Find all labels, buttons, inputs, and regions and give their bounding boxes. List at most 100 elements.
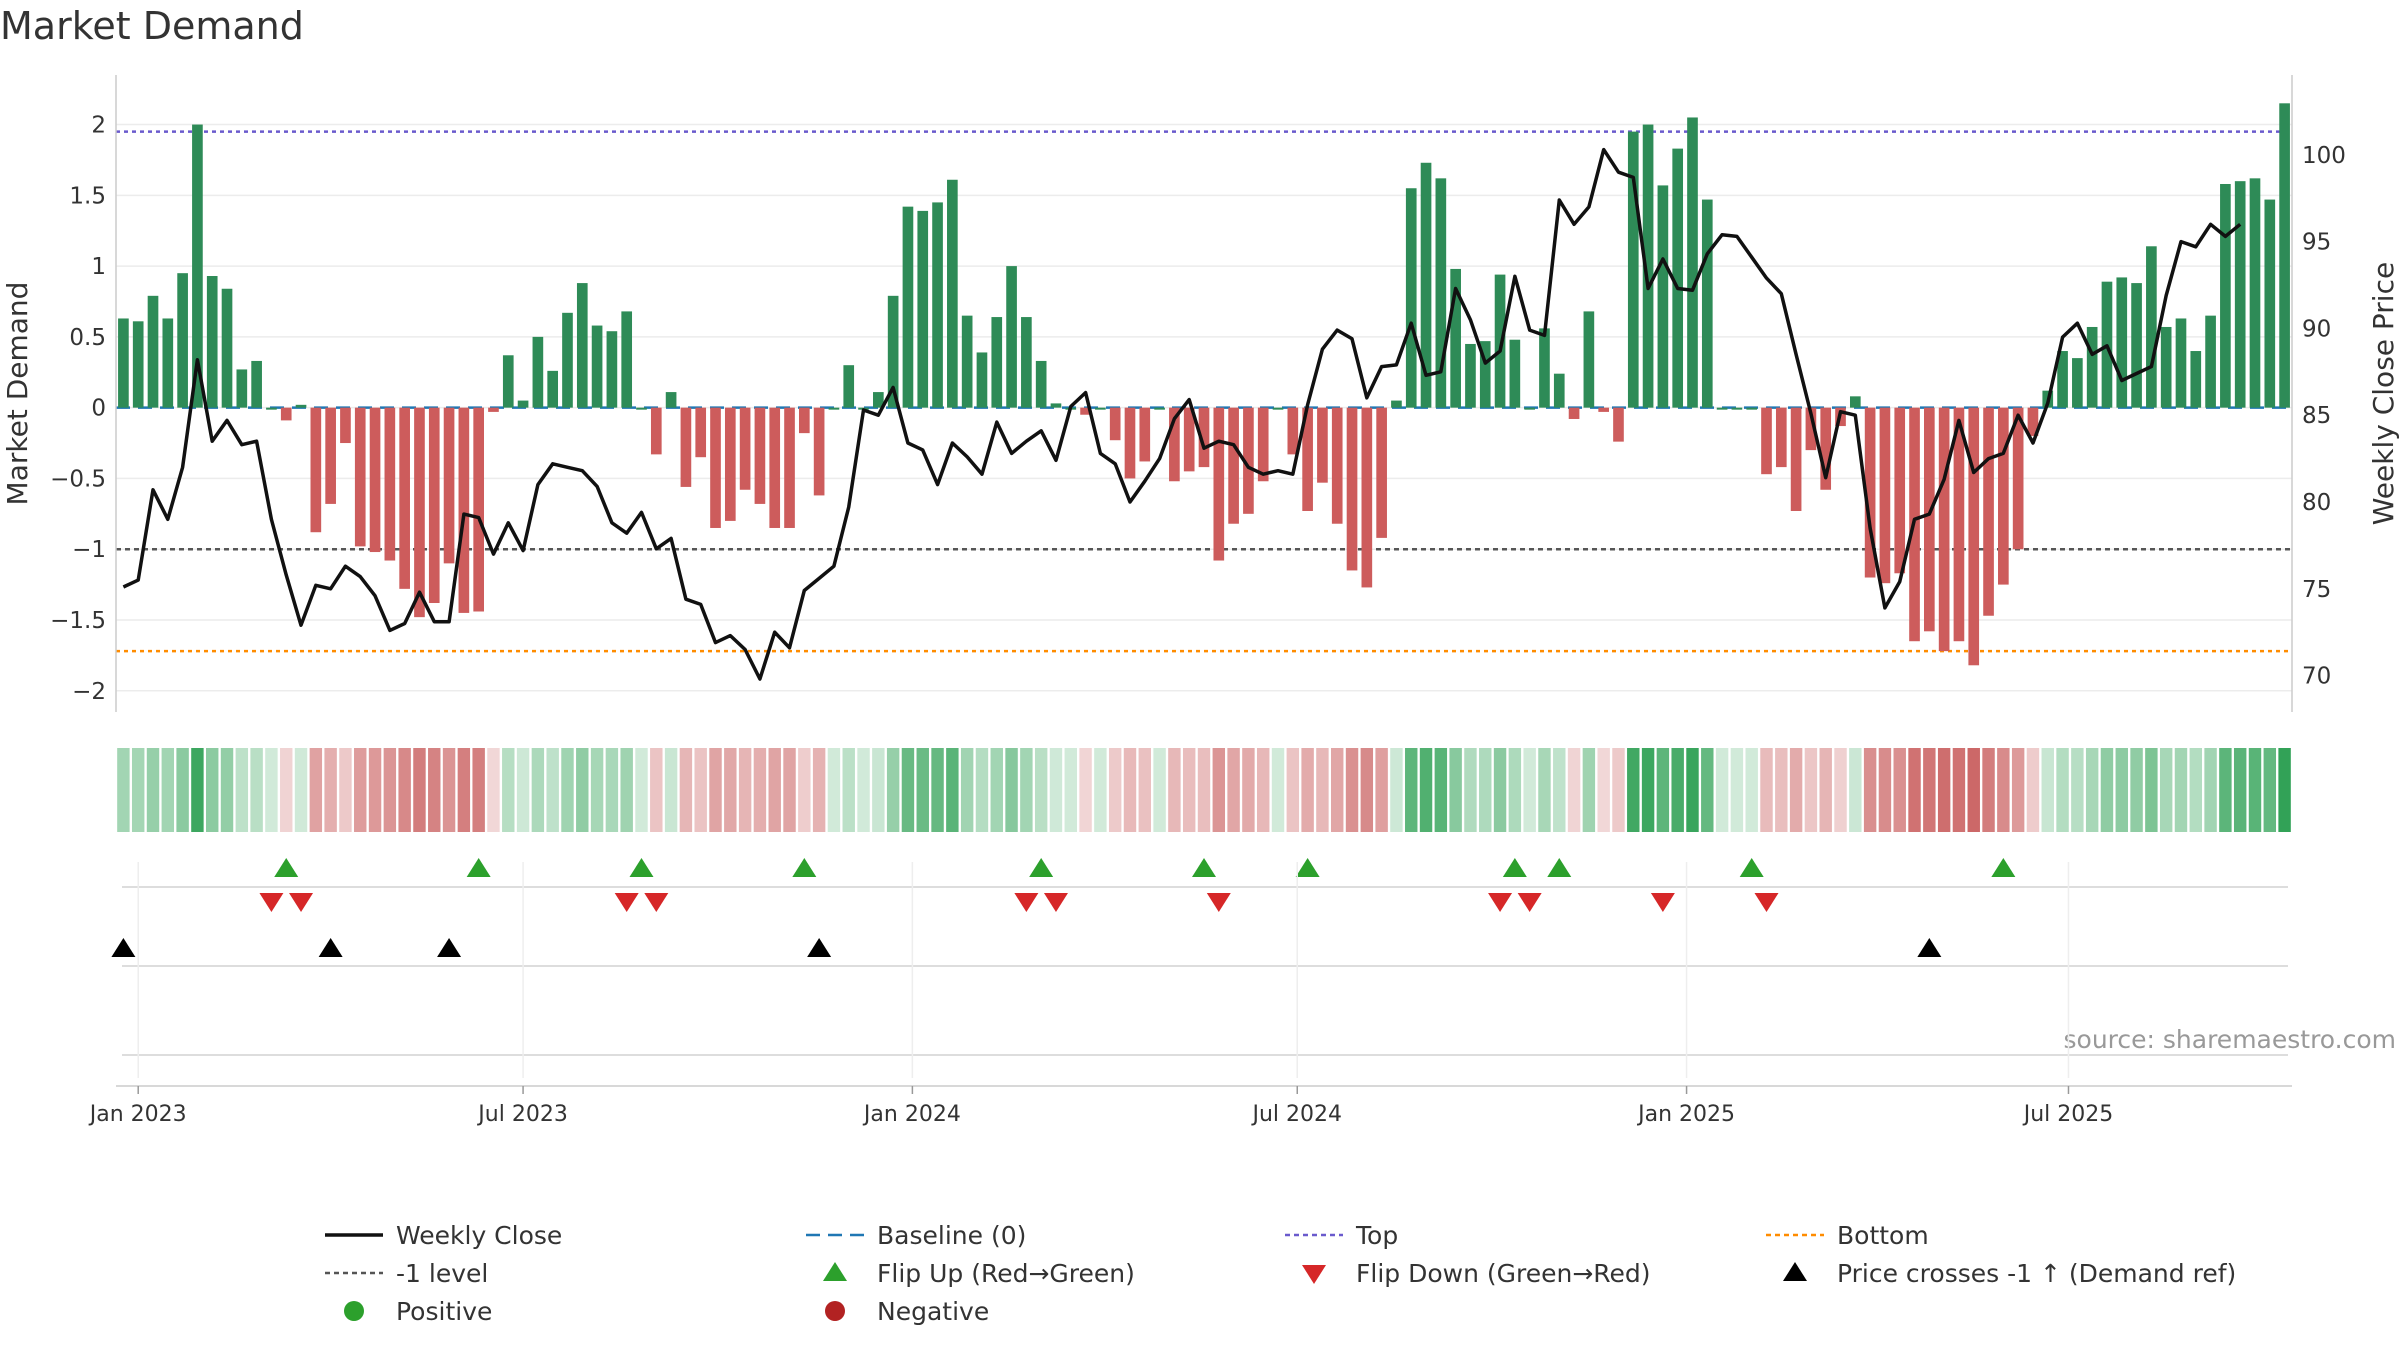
demand-bar [177,273,188,408]
demand-bar [2146,246,2157,408]
demand-bar [754,407,766,504]
legend-swatch-triangle-up [823,1262,847,1281]
demand-bar [887,295,899,408]
demand-bar [2057,351,2068,408]
demand-bar [1257,407,1269,482]
demand-bar [2220,183,2231,408]
demand-bar [384,407,396,561]
heat-cell [1331,748,1344,832]
demand-bar [843,365,855,408]
heat-cell [398,748,411,832]
heat-cell [1182,748,1196,832]
legend-item[interactable]: Bottom [1766,1221,1929,1250]
demand-bar [1287,407,1299,455]
demand-bar [2264,199,2276,408]
demand-bar [1790,407,1802,511]
heat-cell [886,748,900,832]
legend-item[interactable]: Flip Up (Red→Green) [823,1259,1135,1288]
legend-item[interactable]: Negative [825,1297,989,1326]
demand-bar [828,407,840,410]
heat-cell [2159,748,2173,832]
demand-bar [502,355,514,408]
flip-down-marker [1488,893,1513,912]
heat-cell [309,748,323,832]
heat-cell [176,748,189,832]
demand-bar [2190,351,2202,408]
demand-bar [1139,407,1151,462]
weekly-close-line [122,147,2242,681]
demand-bar [1879,407,1891,584]
demand-bar [1657,185,1669,408]
legend-item[interactable]: -1 level [325,1259,488,1288]
demand-bar [947,179,958,408]
demand-bar [1376,407,1387,538]
flip-down-marker [1014,893,1039,912]
legend-label: Negative [877,1297,989,1326]
heat-cell [605,748,619,832]
heat-cell [1449,748,1462,832]
demand-bar [1154,407,1165,410]
heat-cell [842,748,855,832]
demand-bar [118,318,129,408]
flip-down-marker [1754,893,1779,912]
demand-bar [1391,400,1402,408]
x-tick-label: Jan 2024 [862,1102,961,1127]
demand-bar [192,124,203,408]
demand-bar [1465,343,1476,408]
flip-down-marker [1043,893,1068,912]
heat-cell [1493,748,1507,832]
heat-cell [1952,748,1966,832]
demand-bar [1420,162,1432,408]
heat-cell [2130,748,2143,832]
demand-bar [724,407,736,521]
heat-cell [1523,748,1536,832]
heat-cell [1153,748,1166,832]
heat-cell [1863,748,1877,832]
demand-bar [221,288,233,408]
legend-item[interactable]: Weekly Close [325,1221,562,1250]
demand-bar [206,276,218,408]
legend-item[interactable]: Baseline (0) [806,1221,1026,1250]
y-right-axis-title: Weekly Close Price [2367,262,2400,525]
heat-cell [1582,748,1596,832]
legend-item[interactable]: Top [1285,1221,1398,1250]
heat-cell [146,748,160,832]
demand-bar [1864,407,1876,578]
legend-label: Bottom [1837,1221,1929,1250]
legend-item[interactable]: Price crosses -1 ↑ (Demand ref) [1783,1259,2236,1288]
demand-bar [636,407,647,410]
demand-bar [917,210,929,408]
demand-bar [710,407,721,528]
heat-cell [1671,748,1684,832]
legend-item[interactable]: Positive [344,1297,492,1326]
price-cross-marker [1917,938,1942,957]
heat-cell [472,748,485,832]
legend-item[interactable]: Flip Down (Green→Red) [1302,1259,1651,1288]
demand-bar [784,407,795,528]
demand-bar [340,407,351,444]
demand-bar [1761,407,1772,475]
y-left-tick-label: 1.5 [69,183,106,209]
demand-bar [902,206,914,408]
demand-bar [1701,199,1713,408]
heat-cell [2041,748,2054,832]
heat-cell [131,748,145,832]
legend-label: Weekly Close [396,1221,562,1250]
demand-bar [2234,181,2246,408]
heat-cell [1627,748,1640,832]
flip-up-marker [1192,858,1216,877]
heat-cell [339,748,352,832]
heat-cell [1612,748,1625,832]
heat-cell [679,748,693,832]
heat-cell [738,748,752,832]
y-left-tick-label: 1 [91,254,106,280]
demand-bar [1080,407,1091,415]
heat-cell [753,748,767,832]
legend[interactable]: Weekly Close Baseline (0) Top Bottom -1 leve… [325,1221,2236,1326]
flip-up-marker [792,858,817,877]
heat-cell [206,748,219,832]
heat-cell [1508,748,1522,832]
demand-bar [1169,407,1180,482]
demand-bar [266,407,277,410]
